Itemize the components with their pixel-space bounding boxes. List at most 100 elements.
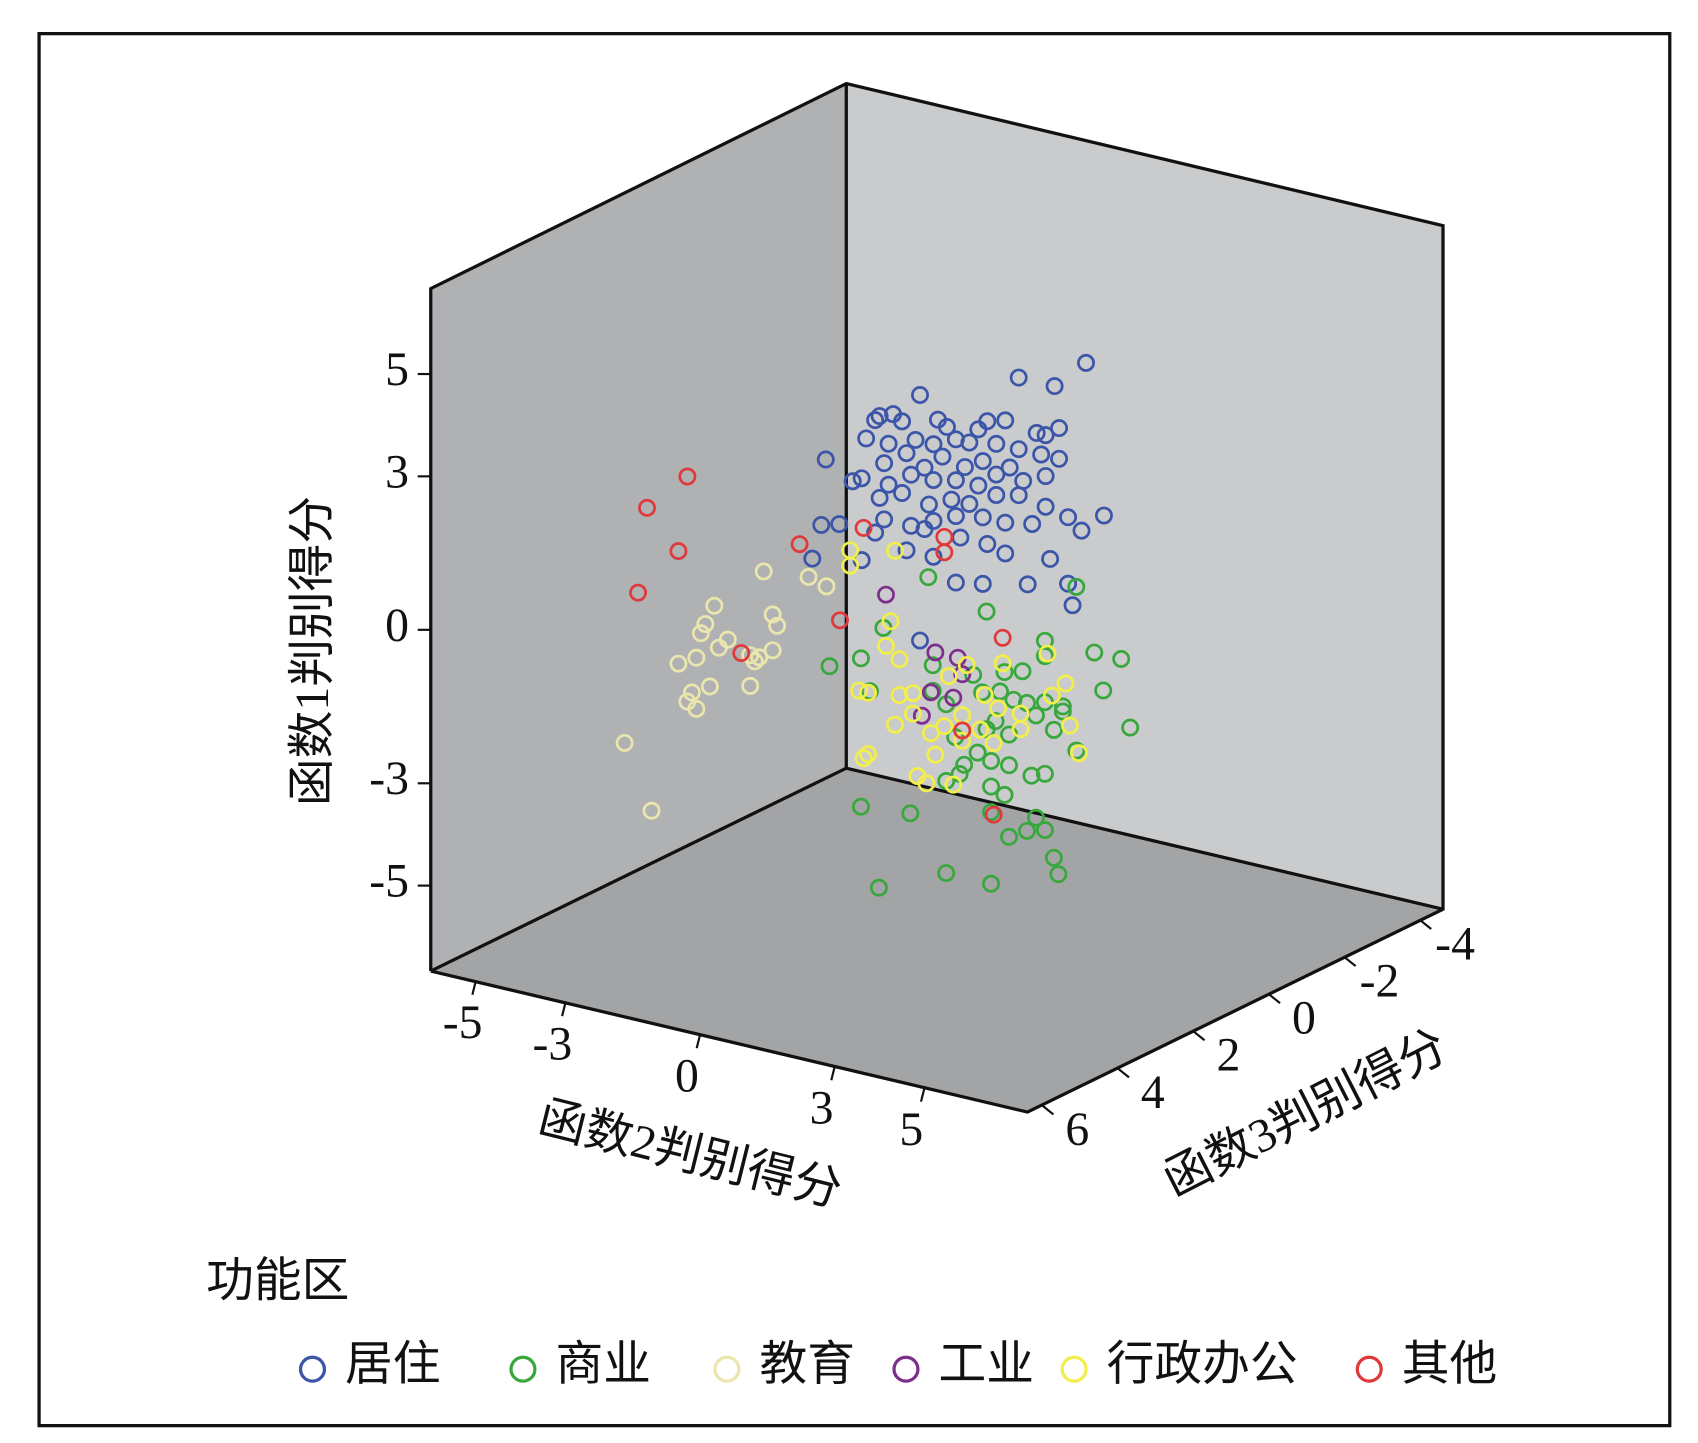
point [803, 549, 822, 568]
point [984, 734, 1003, 753]
legend-label: 其他 [1402, 1338, 1497, 1391]
point [859, 683, 877, 702]
point [960, 433, 979, 452]
point [937, 864, 956, 882]
point [946, 471, 965, 490]
point [944, 775, 963, 794]
point [953, 665, 972, 684]
point [1049, 865, 1068, 884]
point [877, 585, 895, 604]
point [1011, 720, 1030, 738]
point [879, 434, 898, 453]
point [750, 648, 769, 667]
point [754, 562, 773, 581]
point [691, 624, 710, 643]
point [1056, 674, 1075, 693]
point [831, 611, 849, 630]
point [942, 490, 961, 509]
point [830, 515, 849, 534]
point [924, 547, 943, 566]
cube-edge [429, 81, 1445, 1114]
point [890, 650, 909, 669]
point [669, 654, 688, 673]
point [629, 583, 648, 602]
legend-label: 商业 [556, 1338, 651, 1391]
point [926, 643, 945, 662]
point [881, 612, 900, 631]
point [1085, 643, 1104, 662]
point [879, 475, 898, 494]
point [893, 412, 912, 431]
point [1026, 808, 1045, 827]
y-tick-label: -2 [1360, 955, 1400, 1008]
z-axis-title: 函数1判别得分 [286, 496, 339, 806]
y-tick [1419, 919, 1432, 930]
point [687, 648, 706, 667]
point [955, 458, 974, 476]
point [854, 749, 873, 768]
point [1036, 497, 1055, 516]
point [986, 712, 1005, 731]
point [902, 465, 920, 484]
point [854, 518, 873, 537]
point [935, 717, 954, 736]
legend-marker [1060, 1355, 1088, 1383]
point [920, 495, 938, 514]
point [1043, 686, 1061, 705]
point [1094, 681, 1113, 700]
point [859, 745, 877, 764]
x-tick [561, 1002, 567, 1017]
point [718, 630, 737, 649]
x-tick-label: -3 [532, 1018, 572, 1071]
point [978, 412, 997, 431]
point [820, 657, 839, 676]
point [705, 596, 724, 615]
point [903, 684, 922, 703]
point [933, 447, 952, 466]
point [669, 542, 688, 561]
y-tick [1344, 956, 1357, 967]
point [869, 878, 888, 897]
y-tick-label: 6 [1065, 1103, 1089, 1156]
point [1009, 440, 1028, 459]
x-tick-label: -5 [443, 996, 483, 1049]
y-tick [1268, 993, 1281, 1005]
point [1038, 644, 1057, 663]
point [969, 476, 988, 495]
point [957, 656, 976, 674]
point [915, 458, 934, 477]
point [939, 667, 958, 686]
point [1067, 741, 1086, 760]
point [893, 484, 912, 502]
point [682, 683, 701, 702]
point [901, 804, 920, 823]
floor [430, 768, 1444, 1113]
point [973, 452, 992, 471]
point [1009, 486, 1028, 505]
point [1053, 702, 1072, 721]
point [638, 498, 656, 517]
legend-label: 居住 [345, 1338, 440, 1391]
legend-label: 行政办公 [1107, 1338, 1298, 1391]
point [977, 602, 996, 621]
point [843, 472, 862, 491]
point [741, 676, 760, 695]
point [790, 535, 809, 554]
point [642, 801, 661, 820]
point [687, 699, 706, 718]
y-tick [1193, 1030, 1206, 1042]
point [866, 523, 885, 542]
point [1023, 515, 1042, 533]
point [816, 450, 835, 469]
point [996, 513, 1015, 532]
point [984, 805, 1003, 824]
point [1018, 575, 1037, 594]
point [968, 743, 987, 762]
point [996, 544, 1015, 563]
point [1121, 718, 1140, 737]
point [1035, 647, 1054, 666]
point [1000, 756, 1018, 775]
point [1050, 449, 1069, 468]
point [1059, 508, 1078, 527]
